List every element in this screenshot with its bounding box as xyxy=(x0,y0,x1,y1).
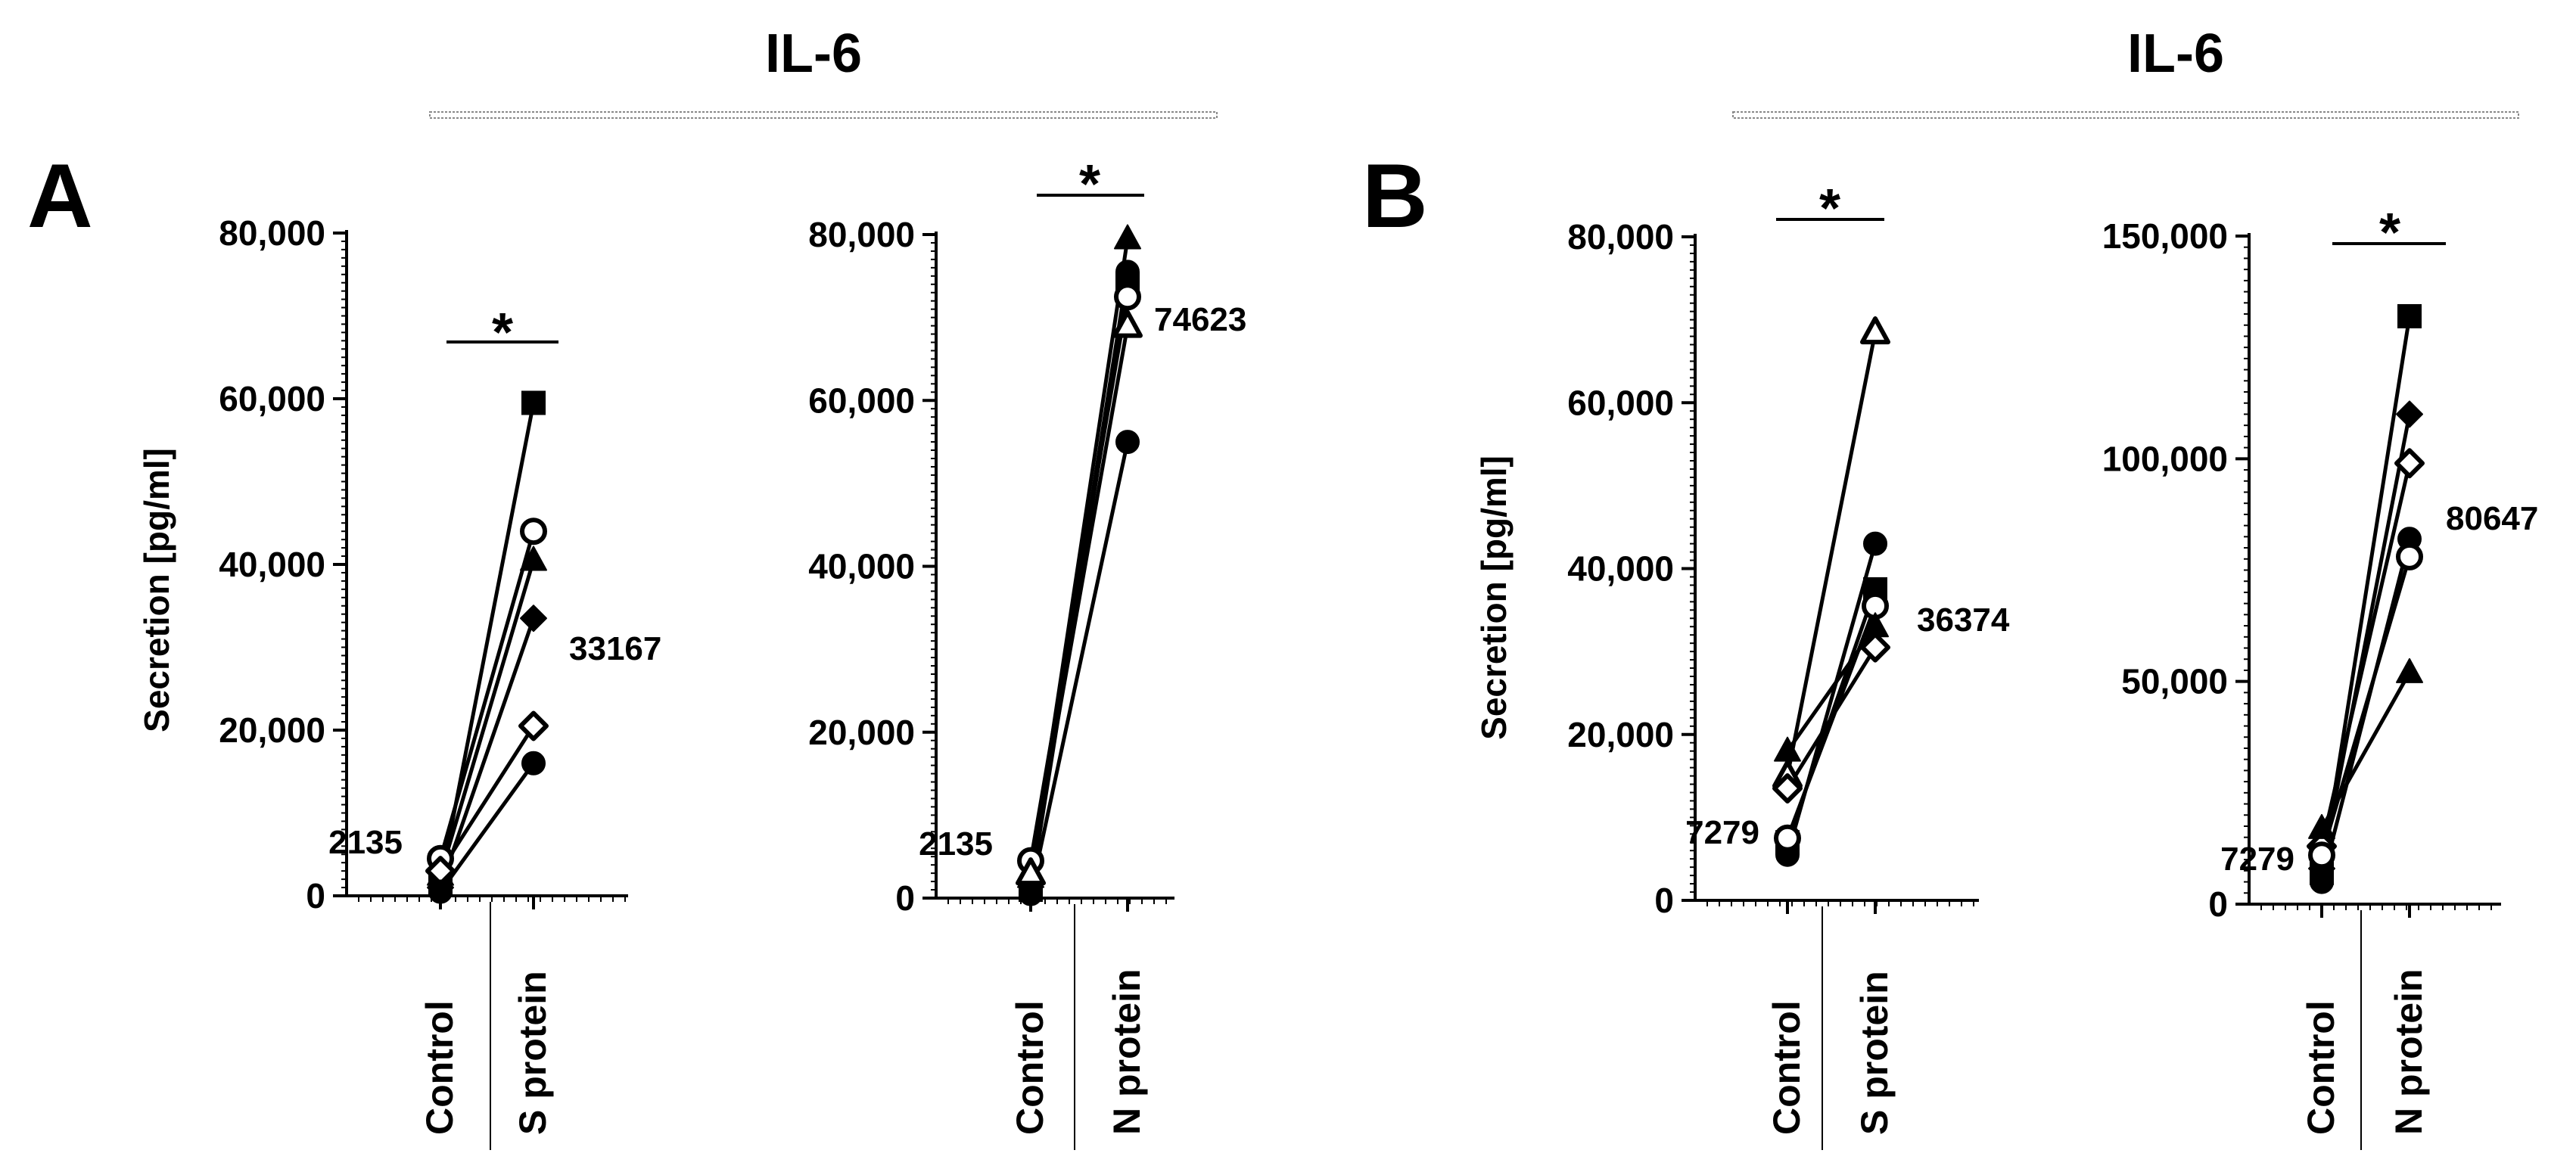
category-label: S protein xyxy=(1853,971,1896,1135)
y-tick-label: 150,000 xyxy=(2102,216,2228,256)
y-tick-label: 80,000 xyxy=(808,215,915,254)
data-point-treated xyxy=(1114,224,1141,250)
y-tick-label: 40,000 xyxy=(219,545,325,584)
series-line xyxy=(1028,441,1130,895)
data-point-control xyxy=(428,879,453,904)
series-line xyxy=(438,559,536,876)
mean-label-control: 7279 xyxy=(1685,814,1759,851)
data-point-treated xyxy=(521,751,546,776)
y-tick-label: 0 xyxy=(895,878,915,918)
subplot-a1: 0 20,000 40,000 60,000 80,000 Control S protei… xyxy=(219,213,661,1150)
plots: 0 20,000 40,000 60,000 80,000 Control S protei… xyxy=(219,154,2538,1150)
data-point-control xyxy=(1774,824,1801,852)
series-line xyxy=(2319,671,2412,830)
panel-b-title-rule xyxy=(1732,111,2519,119)
category-label: N protein xyxy=(1106,969,1148,1135)
series-line xyxy=(438,762,536,893)
panel-b-y-axis-title: Secretion [pg/ml] xyxy=(1474,455,1514,740)
data-point-control xyxy=(1019,881,1043,906)
data-point-control xyxy=(2310,869,2334,894)
y-tick-label: 60,000 xyxy=(1567,383,1674,422)
data-point-treated xyxy=(1860,316,1890,345)
y-tick-label: 20,000 xyxy=(1567,715,1674,754)
y-tick-label: 40,000 xyxy=(808,547,915,586)
category-label: Control xyxy=(1009,1000,1051,1135)
series-line xyxy=(438,725,536,872)
data-point-treated xyxy=(1863,531,1887,556)
data-point-treated xyxy=(520,518,547,546)
category-label: N protein xyxy=(2388,969,2430,1135)
panel-b-letter: B xyxy=(1362,145,1428,247)
y-tick-label: 80,000 xyxy=(219,213,325,253)
data-point-treated xyxy=(521,390,546,415)
subplot-b1: 0 20,000 40,000 60,000 80,000 Control S protei… xyxy=(1567,179,2010,1150)
significance-star: * xyxy=(1819,179,1840,239)
series-line xyxy=(438,530,536,859)
panel-a-letter: A xyxy=(27,145,93,247)
data-point-control xyxy=(2308,813,2335,839)
data-point-treated xyxy=(520,546,547,571)
data-point-treated xyxy=(1114,283,1141,311)
data-point-treated xyxy=(2397,303,2422,328)
series-line xyxy=(1785,331,1878,777)
series-line xyxy=(1028,296,1130,862)
y-tick-label: 0 xyxy=(1654,881,1674,920)
subplot-a2: 0 20,000 40,000 60,000 80,000 Control N protei… xyxy=(808,154,1246,1150)
panel-a-y-axis-title: Secretion [pg/ml] xyxy=(137,448,176,732)
data-point-treated xyxy=(2396,400,2423,428)
panel-a-title-rule xyxy=(429,111,1218,119)
data-point-treated xyxy=(1112,309,1143,338)
mean-label-control: 2135 xyxy=(328,824,403,861)
panel-b-title: IL-6 xyxy=(2127,23,2224,84)
significance-star: * xyxy=(492,303,513,363)
mean-label-control: 2135 xyxy=(919,825,993,863)
data-point-control xyxy=(1774,736,1801,762)
y-tick-label: 60,000 xyxy=(808,381,915,420)
series-line xyxy=(1028,325,1130,874)
data-point-treated xyxy=(2396,657,2423,683)
data-point-control xyxy=(1772,773,1803,804)
y-tick-label: 0 xyxy=(2208,884,2228,924)
significance-star: * xyxy=(2379,203,2400,263)
mean-label-control: 7279 xyxy=(2220,841,2294,878)
y-tick-label: 20,000 xyxy=(219,710,325,750)
category-label: Control xyxy=(2300,1000,2342,1135)
data-point-treated xyxy=(520,605,547,633)
y-tick-label: 0 xyxy=(306,876,325,915)
series-line xyxy=(438,617,536,888)
data-point-treated xyxy=(1860,632,1890,663)
y-tick-label: 50,000 xyxy=(2121,662,2228,701)
mean-label-treated: 33167 xyxy=(569,630,661,667)
category-label: S protein xyxy=(512,971,554,1135)
mean-label-treated: 80647 xyxy=(2446,500,2538,537)
panel-a-title: IL-6 xyxy=(765,23,862,84)
subplot-b2: 0 50,000 100,000 150,000 Control N protein * 72… xyxy=(2102,203,2538,1150)
series-line xyxy=(2319,462,2412,847)
data-point-control xyxy=(2308,841,2335,869)
data-point-treated xyxy=(518,710,549,741)
mean-label-treated: 36374 xyxy=(1917,601,2010,639)
y-tick-label: 100,000 xyxy=(2102,439,2228,478)
series-line xyxy=(1785,605,1878,839)
category-label: Control xyxy=(1766,1000,1808,1135)
y-tick-label: 40,000 xyxy=(1567,549,1674,589)
series-line xyxy=(2319,413,2412,869)
y-tick-label: 20,000 xyxy=(808,713,915,752)
significance-star: * xyxy=(1079,154,1100,215)
series-line xyxy=(1785,646,1878,790)
y-tick-label: 60,000 xyxy=(219,379,325,418)
data-point-treated xyxy=(2396,542,2423,570)
y-tick-label: 80,000 xyxy=(1567,217,1674,256)
data-point-treated xyxy=(2394,448,2425,479)
data-point-treated xyxy=(1115,430,1140,455)
category-label: Control xyxy=(418,1000,461,1135)
mean-label-treated: 74623 xyxy=(1154,301,1246,338)
